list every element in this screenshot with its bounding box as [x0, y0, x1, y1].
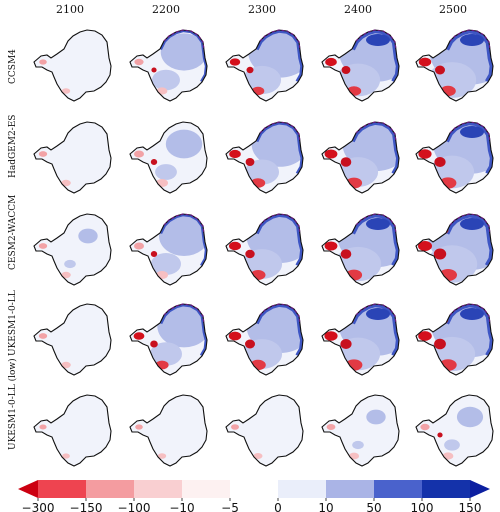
antarctica-map-panel: [120, 383, 214, 477]
colorbar-tick-label: 0: [274, 501, 282, 512]
antarctica-map-panel: [406, 110, 500, 204]
colorbar-segment: [86, 480, 135, 498]
row-label-ukesm1-0-ll-low: UKESM1-0-LL (low): [8, 358, 18, 450]
antarctica-map-panel: [120, 202, 214, 296]
antarctica-map-panel: [120, 110, 214, 204]
antarctica-map-panel: [406, 202, 500, 296]
antarctica-map-panel: [24, 110, 118, 204]
colorbar-tick-label: 10: [318, 501, 333, 512]
column-header-2100: 2100: [56, 3, 84, 16]
colorbar-segment: [182, 480, 231, 498]
antarctica-map-panel: [406, 383, 500, 477]
column-header-2200: 2200: [152, 3, 180, 16]
antarctica-map-panel: [24, 383, 118, 477]
colorbar-tick-label: −10: [169, 501, 194, 512]
colorbar-segment: [326, 480, 375, 498]
colorbar-tick-label: 100: [411, 501, 434, 512]
antarctica-map-panel: [120, 18, 214, 112]
antarctica-map-panel: [216, 202, 310, 296]
antarctica-map-panel: [312, 110, 406, 204]
colorbar-segment: [278, 480, 327, 498]
row-label-ccsm4: CCSM4: [8, 49, 18, 84]
colorbar-tick-label: −5: [221, 501, 239, 512]
antarctica-map-panel: [312, 18, 406, 112]
colorbar-tick-label: −300: [22, 501, 55, 512]
colorbar: −300 −150 −100 −10 −5 0 10 50 100 150: [18, 480, 490, 512]
colorbar-left-extension: [18, 480, 38, 498]
colorbar-segment: [38, 480, 87, 498]
colorbar-segment: [134, 480, 183, 498]
column-header-2500: 2500: [439, 3, 467, 16]
column-header-2400: 2400: [344, 3, 372, 16]
column-header-2300: 2300: [248, 3, 276, 16]
colorbar-tick-label: 50: [366, 501, 381, 512]
colorbar-tick-label: 150: [459, 501, 482, 512]
antarctica-map-panel: [24, 18, 118, 112]
colorbar-tick-label: −150: [70, 501, 103, 512]
row-label-ukesm1-0-ll: UKESM1-0-LL: [8, 290, 18, 356]
antarctica-map-panel: [312, 292, 406, 386]
antarctica-map-panel: [216, 292, 310, 386]
colorbar-tick-label: −100: [118, 501, 151, 512]
antarctica-map-panel: [216, 18, 310, 112]
antarctica-map-panel: [406, 292, 500, 386]
colorbar-segment: [230, 480, 279, 498]
colorbar-right-extension: [470, 480, 490, 498]
row-label-hadgem2-es: HadGEM2-ES: [8, 114, 18, 178]
antarctica-map-panel: [312, 383, 406, 477]
antarctica-map-panel: [216, 110, 310, 204]
row-label-cesm2-waccm: CESM2-WACCM: [8, 194, 18, 270]
antarctica-map-panel: [24, 292, 118, 386]
antarctica-map-panel: [406, 18, 500, 112]
antarctica-map-panel: [24, 202, 118, 296]
antarctica-map-panel: [120, 292, 214, 386]
colorbar-segment: [374, 480, 423, 498]
colorbar-segment: [422, 480, 471, 498]
antarctica-map-panel: [312, 202, 406, 296]
antarctica-map-panel: [216, 383, 310, 477]
